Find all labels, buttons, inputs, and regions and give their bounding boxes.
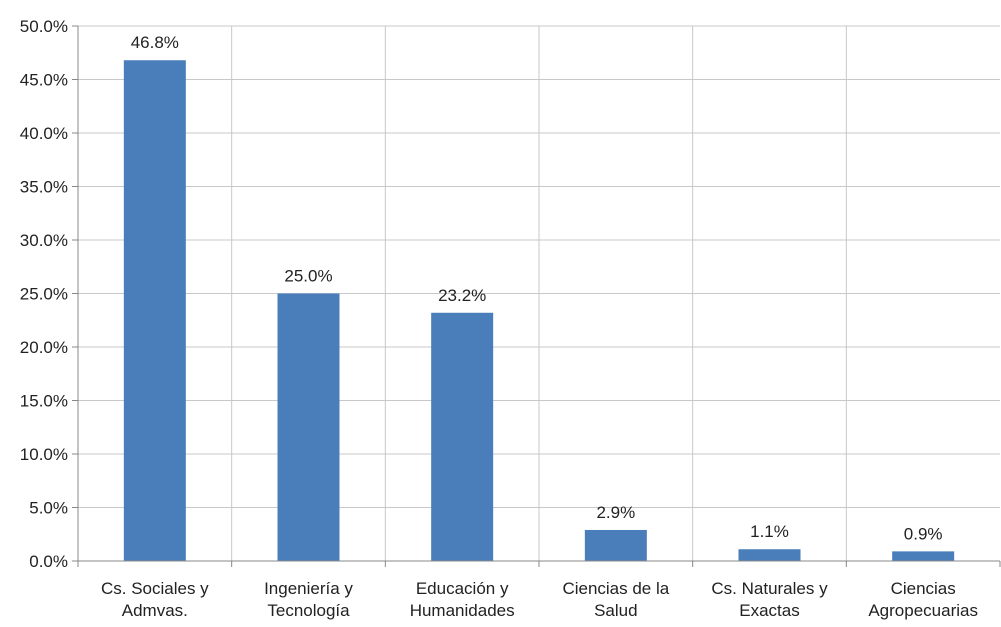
data-label: 46.8% — [131, 33, 179, 52]
y-tick-label: 5.0% — [29, 499, 68, 518]
y-tick-label: 0.0% — [29, 552, 68, 571]
category-label: Ciencias de la Salud — [562, 579, 669, 620]
bars — [123, 60, 955, 562]
y-tick-label: 45.0% — [20, 71, 68, 90]
y-tick-label: 20.0% — [20, 338, 68, 357]
bar — [431, 312, 494, 561]
category-label: Ingeniería y Tecnología — [264, 579, 353, 620]
category-label: Cs. Sociales y Admvas. — [101, 579, 209, 620]
bar — [584, 529, 647, 561]
bar — [123, 60, 186, 562]
y-tick-label: 40.0% — [20, 124, 68, 143]
data-label: 23.2% — [438, 286, 486, 305]
category-label: Ciencias Agropecuarias — [868, 579, 978, 620]
y-tick-label: 30.0% — [20, 231, 68, 250]
bar — [277, 293, 340, 561]
data-label: 0.9% — [904, 524, 943, 543]
data-labels: 46.8% 25.0% 23.2% 2.9% 1.1% 0.9% — [131, 33, 943, 543]
y-tick-label: 15.0% — [20, 392, 68, 411]
y-tick-label: 10.0% — [20, 445, 68, 464]
gridlines — [78, 25, 1000, 561]
y-tick-label: 25.0% — [20, 285, 68, 304]
x-axis: Cs. Sociales y Admvas. Ingeniería y Tecnolo… — [77, 560, 1001, 620]
category-label: Cs. Naturales y Exactas — [711, 579, 828, 620]
bar — [892, 551, 955, 561]
data-label: 25.0% — [284, 267, 332, 286]
y-tick-label: 50.0% — [20, 17, 68, 36]
y-axis: 0.0% 5.0% 10.0% 15.0% 20.0% 25.0% 30.0% 35.0% 40… — [20, 17, 79, 571]
data-label: 2.9% — [596, 503, 635, 522]
data-label: 1.1% — [750, 522, 789, 541]
bar — [738, 549, 801, 561]
category-label: Educación y Humanidades — [410, 579, 515, 620]
y-tick-label: 35.0% — [20, 178, 68, 197]
